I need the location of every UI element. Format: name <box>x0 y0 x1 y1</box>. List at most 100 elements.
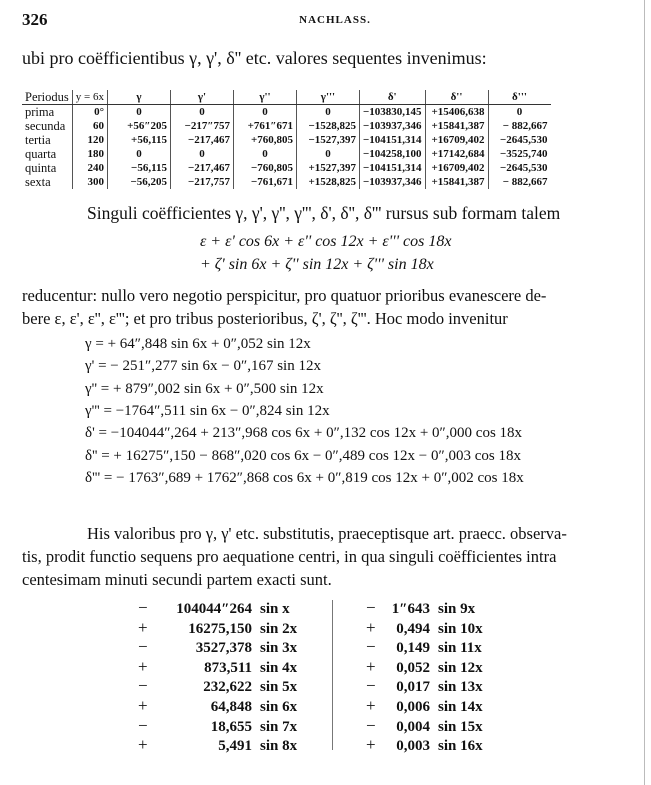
table-cell: 0° <box>71 104 108 119</box>
table-row: quinta 240 −56,115 −217,467 −760,805 +1527,39… <box>22 161 551 175</box>
table-cell: 120 <box>71 133 108 147</box>
table-cell: −760,805 <box>232 161 297 175</box>
table-cell: 0 <box>106 147 171 161</box>
series-term: sin 6x <box>260 698 298 715</box>
table-cell: − 882,667 <box>487 119 551 133</box>
table-cell: +15841,387 <box>424 119 488 133</box>
series-row: − 232,622 sin 5x <box>138 676 297 696</box>
table-cell: +15406,638 <box>424 104 488 119</box>
series-sign: − <box>138 676 148 696</box>
series-row: − 0,017 sin 13x <box>366 676 483 696</box>
series-coefficient: 873,511 <box>204 659 252 676</box>
series-term: sin 12x <box>438 659 483 676</box>
series-term: sin 4x <box>260 659 298 676</box>
series-term: sin 5x <box>260 679 298 696</box>
table-cell: +56″205 <box>106 119 171 133</box>
table-cell: −217,467 <box>169 133 234 147</box>
series-sign: − <box>366 715 376 735</box>
table-cell: 0 <box>232 104 297 119</box>
series-sign: − <box>138 598 148 617</box>
table-header: δ' <box>358 90 425 105</box>
table-cell: +56,115 <box>106 133 171 147</box>
series-term: sin 9x <box>438 601 476 617</box>
series-sign: − <box>366 598 376 617</box>
series-coefficient: 0,004 <box>396 718 430 735</box>
equation: γ' = − 251″,277 sin 6x − 0″,167 sin 12x <box>85 358 321 375</box>
table-cell: quinta <box>25 161 57 175</box>
series-term: sin 7x <box>260 718 298 735</box>
table-cell: +1527,397 <box>295 161 360 175</box>
series-sign: + <box>366 617 376 637</box>
series-sign: − <box>366 676 376 696</box>
series-row: +16275,150 sin 2x <box>138 618 297 638</box>
series-term: sin 13x <box>438 679 483 696</box>
formula-sin: + ζ' sin 6x + ζ'' sin 12x + ζ''' sin 18x <box>200 256 434 273</box>
table-row: tertia 120 +56,115 −217,467 +760,805 −1527,39… <box>22 133 551 147</box>
series-row: +5,491 sin 8x <box>138 735 297 755</box>
table-cell: 0 <box>169 147 234 161</box>
table-header: δ'' <box>424 90 488 105</box>
series-row: − 18,655 sin 7x <box>138 716 297 736</box>
equation: δ' = −104044″,264 + 213″,968 cos 6x + 0″… <box>85 425 523 442</box>
table-cell: +761″671 <box>232 119 297 133</box>
table-header-row: Periodus y = 6x γ γ' γ'' γ''' δ' δ'' δ''' <box>22 90 551 105</box>
equation: δ'' = + 16275″,150 − 868″,020 cos 6x − 0… <box>85 447 521 464</box>
series-term: sin 2x <box>260 620 298 637</box>
table-header: γ''' <box>295 90 360 105</box>
series-row: +64,848 sin 6x <box>138 696 297 716</box>
table-cell: +16709,402 <box>424 161 488 175</box>
series-term: sin 11x <box>438 640 482 657</box>
series-coefficient: 0,006 <box>396 698 430 715</box>
series-sign: + <box>366 695 376 715</box>
equation: δ''' = − 1763″,689 + 1762″,868 cos 6x + … <box>85 469 524 486</box>
paragraph-his-3: centesimam minuti secundi partem exacti … <box>22 570 332 589</box>
table-cell: +1528,825 <box>295 175 360 189</box>
table-cell: −217,467 <box>169 161 234 175</box>
table-cell: −761,671 <box>232 175 297 189</box>
table-row: sexta 300 −56,205 −217,757 −761,671 +1528,825… <box>22 175 551 189</box>
table-cell: −56,205 <box>106 175 171 189</box>
series-row: +0,494 sin 10x <box>366 618 483 638</box>
table-header: γ'' <box>232 90 297 105</box>
series-row: − 104044″264 sin x <box>138 598 297 618</box>
series-sign: − <box>138 637 148 657</box>
formula-cos: ε + ε' cos 6x + ε'' cos 12x + ε''' cos 1… <box>200 233 452 250</box>
table-cell: −104151,314 <box>358 133 425 147</box>
table-cell: 180 <box>71 147 108 161</box>
table-cell: prima <box>25 105 55 119</box>
table-cell: − 882,667 <box>487 175 551 189</box>
paragraph-singuli: Singuli coëfficientes γ, γ', γ'', γ''', … <box>87 203 561 223</box>
equation: γ''' = −1764″,511 sin 6x − 0″,824 sin 12… <box>85 402 330 419</box>
table-cell: −104151,314 <box>358 161 425 175</box>
series-row: +0,052 sin 12x <box>366 657 483 677</box>
page-number: 326 <box>22 10 48 29</box>
series-sign: − <box>366 637 376 657</box>
table-cell: −103830,145 <box>358 104 425 119</box>
intro-text: ubi pro coëfficientibus γ, γ', δ'' etc. … <box>22 48 487 68</box>
series-coefficient: 0,494 <box>396 620 430 637</box>
table-cell: −2645,530 <box>487 133 551 147</box>
series-coefficient: 0,017 <box>396 679 430 696</box>
table-cell: secunda <box>25 119 66 133</box>
series-term: sin 14x <box>438 698 483 715</box>
series-coefficient: 18,655 <box>210 718 252 735</box>
table-cell: 0 <box>169 104 234 119</box>
series-coefficient: 16275,150 <box>188 620 252 637</box>
series-divider <box>332 600 333 750</box>
table-cell: −103937,346 <box>358 119 425 133</box>
page-edge <box>644 0 645 785</box>
table-cell: −2645,530 <box>487 161 551 175</box>
equation: γ'' = + 879″,002 sin 6x + 0″,500 sin 12x <box>85 380 324 397</box>
series-row: +873,511 sin 4x <box>138 657 297 677</box>
series-coefficient: 104044″264 <box>176 601 252 617</box>
series-sign: + <box>138 695 148 715</box>
series-term: sin 8x <box>260 738 298 755</box>
series-row: +0,003 sin 16x <box>366 735 483 755</box>
table-header: Periodus <box>22 90 73 105</box>
paragraph-his-2: tis, prodit functio sequens pro aequatio… <box>22 547 557 566</box>
table-cell: +760,805 <box>232 133 297 147</box>
table-cell: −103937,346 <box>358 175 425 189</box>
table-header: γ' <box>169 90 234 105</box>
table-cell: 0 <box>295 104 360 119</box>
series-row: −1″643 sin 9x <box>366 598 483 618</box>
